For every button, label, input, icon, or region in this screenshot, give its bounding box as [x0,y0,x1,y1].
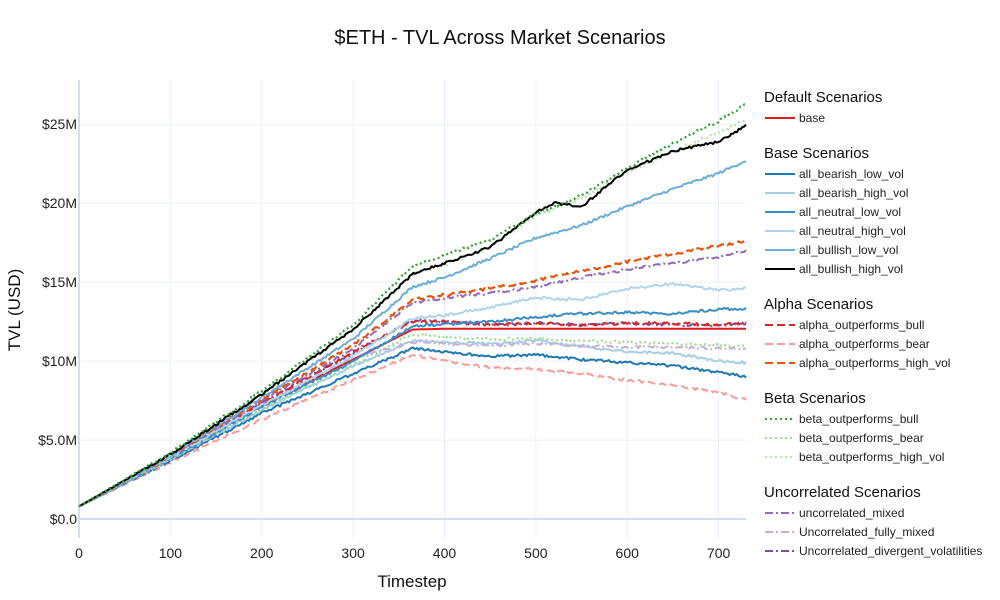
x-tick-label: 600 [616,545,640,561]
y-tick-label: $15M [42,274,77,290]
y-tick-label: $10M [42,353,77,369]
x-tick-label: 100 [159,545,183,561]
legend-item[interactable]: all_bullish_high_vol [765,262,903,276]
plot-grid [78,80,746,538]
series-line-all-neutral-low-vol [78,306,747,508]
y-tick-label: $25M [42,116,77,132]
legend-item[interactable]: uncorrelated_mixed [765,506,904,520]
legend-item[interactable]: Uncorrelated_fully_mixed [765,525,934,539]
legend-label: base [799,111,825,125]
legend-item[interactable]: alpha_outperforms_bull [765,318,924,332]
x-tick-label: 200 [250,545,274,561]
legend-group-title: Default Scenarios [764,89,882,106]
x-tick-label: 500 [524,545,548,561]
legend-group-title: Beta Scenarios [764,390,866,407]
x-tick-label: 700 [707,545,731,561]
legend-group-title: Uncorrelated Scenarios [764,484,921,501]
legend-label: all_neutral_low_vol [799,205,901,219]
legend-label: Uncorrelated_divergent_volatilities [799,544,982,558]
legend-item[interactable]: beta_outperforms_high_vol [765,450,944,464]
y-tick-label: $20M [42,195,77,211]
series-line-all-bullish-high-vol [78,123,747,508]
legend-label: alpha_outperforms_high_vol [799,356,950,370]
x-axis-label: Timestep [377,572,446,591]
legend-label: alpha_outperforms_bear [799,337,930,351]
legend-group-title: Alpha Scenarios [764,296,873,313]
x-tick-labels: 0 100 200 300 400 500 600 700 [75,545,730,561]
legend-item[interactable]: alpha_outperforms_bear [765,337,930,351]
legend-label: beta_outperforms_bull [799,412,918,426]
series-line-alpha-outperforms-high-vol [78,239,747,508]
y-tick-label: $5.0M [38,432,77,448]
legend-label: Uncorrelated_fully_mixed [799,525,934,539]
legend-group-title: Base Scenarios [764,145,869,162]
legend-label: all_bullish_low_vol [799,243,898,257]
legend-label: uncorrelated_mixed [799,506,904,520]
legend-item[interactable]: all_neutral_high_vol [765,224,906,238]
plot-series [78,103,747,508]
series-line-uncorrelated-fully-mixed [78,340,747,508]
chart-title: $ETH - TVL Across Market Scenarios [334,27,665,49]
legend-label: beta_outperforms_high_vol [799,450,944,464]
legend-item[interactable]: beta_outperforms_bear [765,431,924,445]
series-line-all-bearish-low-vol [78,346,747,508]
legend-label: all_bearish_low_vol [799,167,904,181]
x-tick-label: 400 [433,545,457,561]
legend-item[interactable]: Uncorrelated_divergent_volatilities [765,544,982,558]
legend-label: beta_outperforms_bear [799,431,924,445]
legend-item[interactable]: beta_outperforms_bull [765,412,918,426]
legend-label: all_neutral_high_vol [799,224,906,238]
legend-item[interactable]: all_bullish_low_vol [765,243,898,257]
legend-item[interactable]: base [765,111,825,125]
series-line-beta-outperforms-bear [78,333,747,508]
legend-item[interactable]: all_bearish_low_vol [765,167,904,181]
plot-axes [78,80,746,538]
legend-item[interactable]: alpha_outperforms_high_vol [765,356,950,370]
legend-label: all_bearish_high_vol [799,186,908,200]
x-tick-label: 0 [75,545,83,561]
legend-item[interactable]: all_neutral_low_vol [765,205,901,219]
series-line-uncorrelated-mixed [78,249,747,508]
series-line-all-bearish-high-vol [78,338,747,508]
legend-label: all_bullish_high_vol [799,262,903,276]
y-axis-label: TVL (USD) [5,269,24,352]
legend[interactable]: Default Scenarios base Base Scenarios all_b… [764,89,982,558]
legend-label: alpha_outperforms_bull [799,318,924,332]
series-line-beta-outperforms-bull [78,103,747,508]
series-line-alpha-outperforms-bear [78,353,747,508]
series-line-all-neutral-high-vol [78,282,747,508]
legend-item[interactable]: all_bearish_high_vol [765,186,908,200]
x-tick-label: 300 [341,545,365,561]
y-tick-label: $0.0 [50,511,77,527]
y-tick-labels: $0.0 $5.0M $10M $15M $20M $25M [38,116,77,527]
